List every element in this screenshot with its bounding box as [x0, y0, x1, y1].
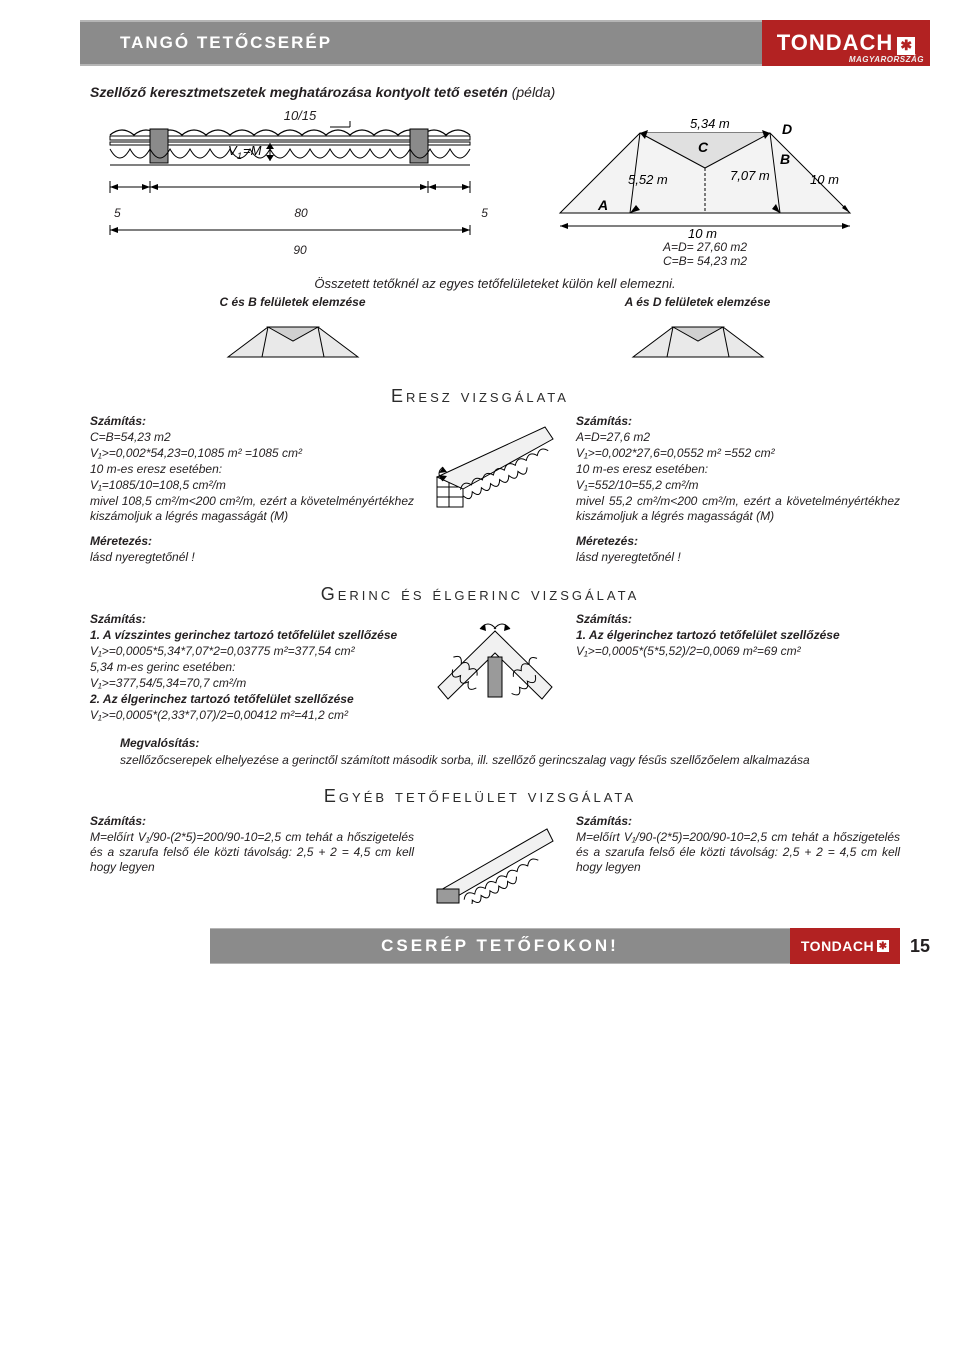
svg-text:A: A: [597, 197, 608, 213]
header-bar: tangó tetőcserép TONDACH✱ MAGYARORSZÁG: [30, 20, 930, 66]
note-line: Összetett tetőknél az egyes tetőfelülete…: [90, 276, 900, 291]
megvalositas: Megvalósítás: szellőzőcserepek elhelyezé…: [120, 736, 870, 768]
egyeb-figure: [430, 813, 560, 904]
cross-section-svg: V 1 =M: [90, 121, 490, 201]
ad-label: A és D felületek elemzése: [495, 295, 900, 309]
svg-text:=M: =M: [243, 143, 262, 158]
mini-roof-right: [495, 315, 900, 368]
mini-roof-left: [90, 315, 495, 368]
svg-text:1: 1: [237, 151, 242, 161]
svg-text:B: B: [780, 151, 790, 167]
dim-90-svg: [90, 220, 490, 238]
eresz-left: Számítás: C=B=54,23 m2 V₁>=0,002*54,23=0…: [90, 413, 414, 566]
hip-eq1: A=D= 27,60 m2: [663, 240, 747, 254]
hip-roof-figure: A C D B 5,34 m 5,52 m 7,07 m 10 m: [510, 108, 900, 268]
brand-logo: TONDACH✱ MAGYARORSZÁG: [762, 20, 930, 66]
footer-logo: TONDACH✱: [790, 928, 900, 964]
gerinc-heading: Gerinc és élgerinc vizsgálata: [60, 584, 900, 605]
dim-5l: 5: [114, 206, 121, 220]
gerinc-right: Számítás: 1. Az élgerinchez tartozó tető…: [576, 611, 900, 724]
gerinc-left: Számítás: 1. A vízszintes gerinchez tart…: [90, 611, 414, 724]
footer-bar: cserép tetőfokon! TONDACH✱ 15: [30, 928, 930, 964]
footer-brand-icon: ✱: [877, 940, 889, 952]
hip-roof-svg: A C D B 5,34 m 5,52 m 7,07 m 10 m: [540, 108, 870, 238]
svg-text:5,52 m: 5,52 m: [628, 172, 668, 187]
dim-5r: 5: [481, 206, 488, 220]
eresz-figure: [430, 413, 560, 566]
footer-title: cserép tetőfokon!: [210, 928, 790, 964]
svg-text:10 m: 10 m: [688, 226, 717, 238]
egyeb-right: Számítás: M=előírt V₁/90-(2*5)=200/90-10…: [576, 813, 900, 904]
svg-text:7,07 m: 7,07 m: [730, 168, 770, 183]
egyeb-left: Számítás: M=előírt V₁/90-(2*5)=200/90-10…: [90, 813, 414, 904]
gerinc-figure: [430, 611, 560, 724]
dim-80: 80: [294, 206, 307, 220]
svg-text:10 m: 10 m: [810, 172, 839, 187]
subtitle-strong: Szellőző keresztmetszetek meghatározása …: [90, 84, 508, 100]
brand-text: TONDACH: [777, 30, 894, 55]
hip-eq2: C=B= 54,23 m2: [663, 254, 747, 268]
svg-text:5,34 m: 5,34 m: [690, 116, 730, 131]
roof-diagram-row: 10/15 V: [90, 108, 900, 268]
cross-section-figure: 10/15 V: [90, 108, 510, 268]
subtitle-em: (példa): [512, 84, 556, 100]
page-number: 15: [900, 928, 930, 964]
egyeb-heading: Egyéb tetőfelület vizsgálata: [60, 786, 900, 807]
brand-subtext: MAGYARORSZÁG: [849, 55, 924, 64]
brand-icon: ✱: [897, 37, 915, 55]
dim-90: 90: [90, 243, 510, 257]
svg-text:D: D: [782, 121, 792, 137]
eresz-right: Számítás: A=D=27,6 m2 V₁>=0,002*27,6=0,0…: [576, 413, 900, 566]
header-title: tangó tetőcserép: [80, 20, 762, 66]
svg-text:C: C: [698, 139, 709, 155]
cb-label: C és B felületek elemzése: [90, 295, 495, 309]
subtitle: Szellőző keresztmetszetek meghatározása …: [90, 84, 900, 100]
eresz-heading: Eresz vizsgálata: [60, 386, 900, 407]
